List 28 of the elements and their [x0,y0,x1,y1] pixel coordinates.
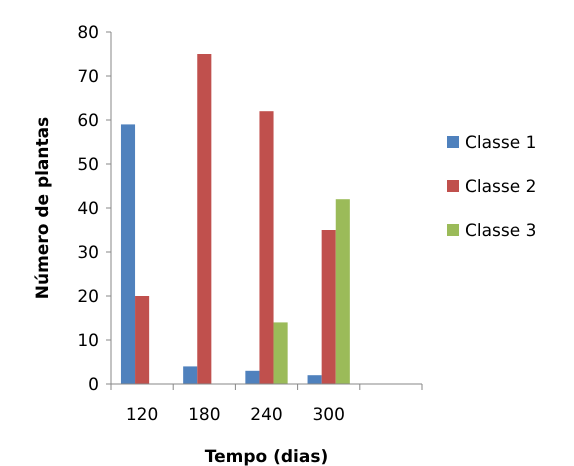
bar [336,199,350,384]
y-axis-title: Número de plantas [33,116,53,300]
y-tick-label: 40 [77,198,99,219]
bar [274,322,288,384]
y-tick-label: 30 [77,242,99,263]
bar [322,230,336,384]
y-tick-label: 80 [77,22,99,43]
bar [183,366,198,384]
x-axis-title: Tempo (dias) [204,447,328,466]
x-tick-label: 300 [312,405,345,425]
y-tick-label: 10 [77,330,99,351]
x-tick-label: 120 [126,405,158,425]
y-tick-label: 50 [77,154,99,175]
bar [245,370,260,384]
y-tick-label: 20 [77,286,99,307]
legend-label: Classe 2 [465,176,536,197]
legend-label: Classe 1 [465,132,536,153]
bar [259,111,274,384]
y-tick-label: 0 [88,374,99,395]
bar [135,296,150,384]
bar [120,124,136,384]
x-tick-label: 180 [188,405,221,425]
x-tick-label: 240 [250,405,283,425]
y-tick-label: 60 [77,110,99,131]
legend-label: Classe 3 [465,220,536,241]
bar [197,54,212,384]
y-tick-label: 70 [77,66,99,87]
bar [308,375,322,384]
